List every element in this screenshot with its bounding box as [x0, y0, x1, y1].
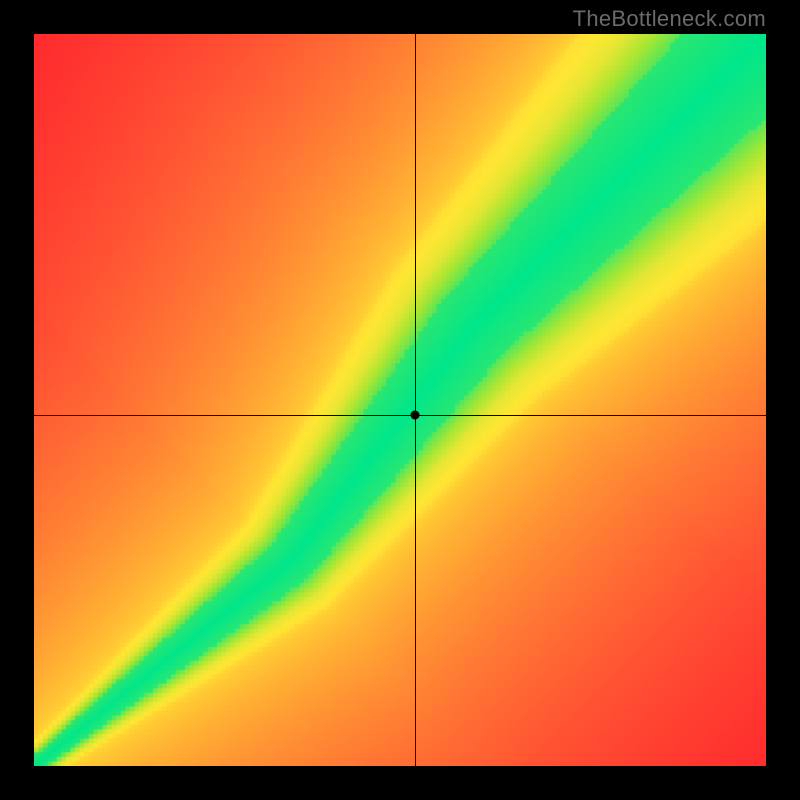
- heatmap-plot: [34, 34, 766, 766]
- crosshair-vertical: [415, 34, 416, 766]
- watermark-text: TheBottleneck.com: [573, 6, 766, 32]
- heatmap-canvas: [34, 34, 766, 766]
- crosshair-horizontal: [34, 415, 766, 416]
- crosshair-marker: [411, 411, 420, 420]
